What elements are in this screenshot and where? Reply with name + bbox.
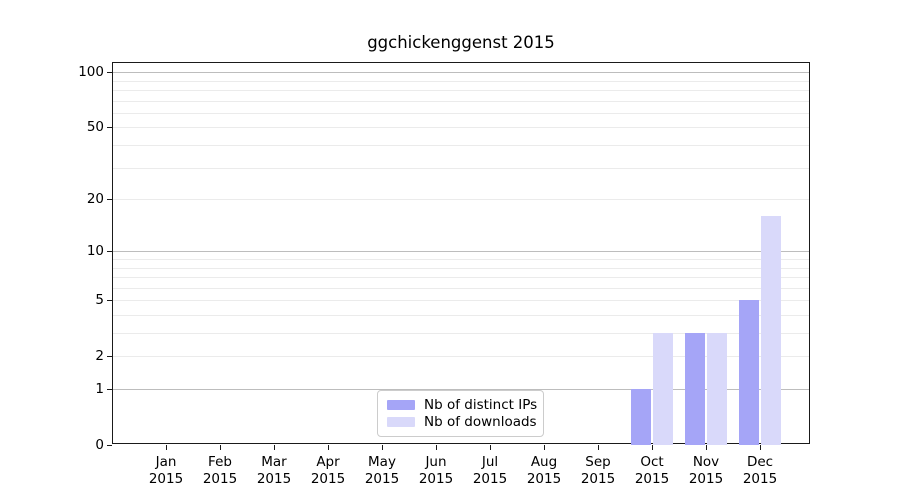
- gridline-minor-3: [113, 333, 809, 335]
- chart-title: ggchickenggenst 2015: [367, 33, 555, 52]
- bar-nb-of-downloads-dec: [761, 216, 781, 445]
- gridline-minor-5: [113, 300, 809, 302]
- x-tick-label-jul: Jul 2015: [472, 454, 508, 487]
- bar-nb-of-downloads-oct: [653, 333, 673, 445]
- y-tick-100: [107, 72, 112, 74]
- legend-entry-distinct-ips: Nb of distinct IPs: [387, 397, 538, 413]
- gridline-minor-50: [113, 127, 809, 129]
- gridline-minor-70: [113, 100, 809, 102]
- gridline-minor-7: [113, 277, 809, 279]
- x-tick-jun: [436, 445, 437, 450]
- y-tick-10: [107, 251, 112, 253]
- plot-area: 0 1 2 5 10 20 50 100 Jan 2015 Feb 2015 Mar 2015 Apr 201…: [78, 62, 810, 487]
- x-tick-mar: [274, 445, 275, 450]
- x-tick-label-oct: Oct 2015: [634, 454, 670, 487]
- legend-label-distinct-ips: Nb of distinct IPs: [424, 397, 538, 413]
- gridline-minor-40: [113, 145, 809, 147]
- gridline-major-100: [113, 72, 809, 74]
- x-tick-label-jan: Jan 2015: [148, 454, 184, 487]
- x-tick-label-nov: Nov 2015: [688, 454, 724, 487]
- y-tick-label-50: 50: [86, 119, 104, 136]
- gridline-minor-4: [113, 315, 809, 317]
- gridline-minor-6: [113, 287, 809, 289]
- x-tick-label-jun: Jun 2015: [418, 454, 454, 487]
- y-tick-label-1: 1: [95, 381, 104, 398]
- gridline-minor-20: [113, 199, 809, 201]
- x-tick-feb: [220, 445, 221, 450]
- y-tick-5: [107, 300, 112, 302]
- bar-nb-of-distinct-ips-dec: [739, 300, 759, 445]
- x-tick-jan: [166, 445, 167, 450]
- y-tick-1: [107, 389, 112, 391]
- bar-nb-of-downloads-nov: [707, 333, 727, 445]
- x-tick-label-may: May 2015: [364, 454, 400, 487]
- gridline-minor-80: [113, 90, 809, 92]
- y-tick-label-100: 100: [78, 64, 104, 81]
- y-tick-0: [107, 445, 112, 446]
- bar-nb-of-distinct-ips-oct: [631, 389, 651, 445]
- x-tick-apr: [328, 445, 329, 450]
- y-tick-label-5: 5: [95, 292, 104, 309]
- y-tick-label-20: 20: [86, 191, 104, 208]
- x-tick-nov: [706, 445, 707, 450]
- gridline-minor-60: [113, 113, 809, 114]
- y-tick-label-10: 10: [86, 243, 104, 260]
- legend-label-downloads: Nb of downloads: [424, 414, 537, 430]
- x-tick-label-apr: Apr 2015: [310, 454, 346, 487]
- y-tick-20: [107, 199, 112, 201]
- gridline-minor-9: [113, 259, 809, 261]
- x-tick-label-feb: Feb 2015: [202, 454, 238, 487]
- x-tick-aug: [544, 445, 545, 450]
- gridline-minor-90: [113, 80, 809, 82]
- y-tick-2: [107, 356, 112, 358]
- legend: Nb of distinct IPs Nb of downloads: [377, 390, 544, 437]
- gridline-minor-30: [113, 167, 809, 169]
- legend-swatch-distinct-ips: [387, 400, 415, 410]
- gridline-minor-8: [113, 267, 809, 269]
- y-tick-label-0: 0: [95, 437, 104, 453]
- gridline-major-1: [113, 389, 809, 391]
- x-tick-dec: [760, 445, 761, 450]
- x-tick-jul: [490, 445, 491, 450]
- y-tick-50: [107, 127, 112, 129]
- x-tick-label-mar: Mar 2015: [256, 454, 292, 487]
- x-tick-label-aug: Aug 2015: [526, 454, 562, 487]
- x-tick-label-sep: Sep 2015: [580, 454, 616, 487]
- x-tick-label-dec: Dec 2015: [742, 454, 778, 487]
- y-tick-label-2: 2: [95, 348, 104, 365]
- bar-nb-of-distinct-ips-nov: [685, 333, 705, 445]
- legend-swatch-downloads: [387, 417, 415, 427]
- gridline-minor-2: [113, 356, 809, 358]
- legend-entry-downloads: Nb of downloads: [387, 414, 537, 430]
- x-tick-may: [382, 445, 383, 450]
- x-tick-oct: [652, 445, 653, 450]
- x-tick-sep: [598, 445, 599, 450]
- gridline-major-10: [113, 251, 809, 253]
